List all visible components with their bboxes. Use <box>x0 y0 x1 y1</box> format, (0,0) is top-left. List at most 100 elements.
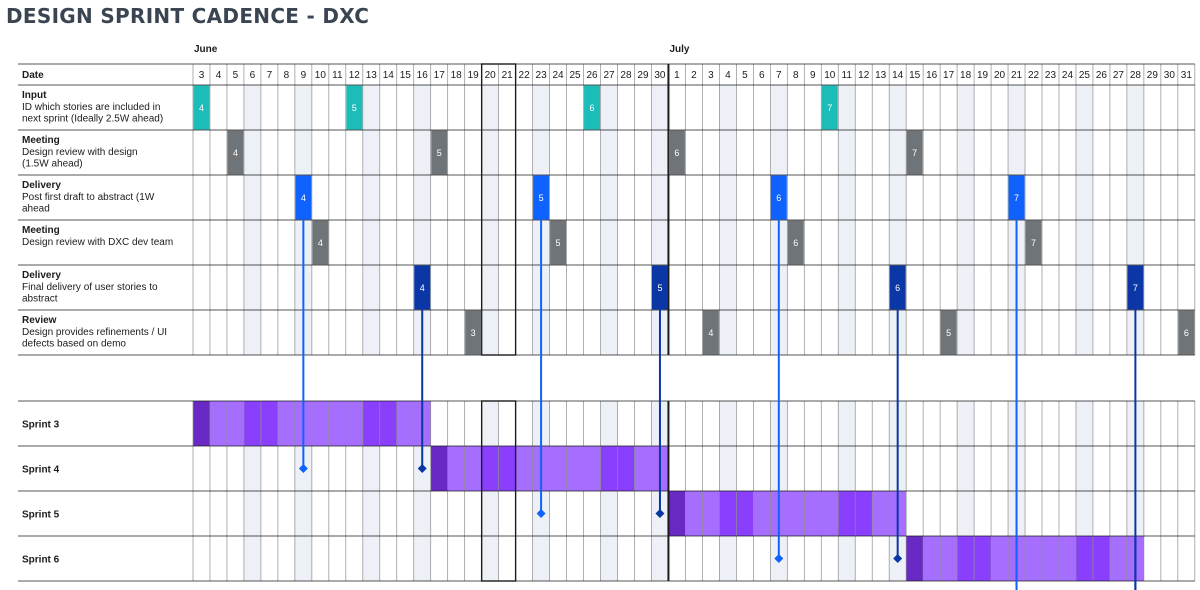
day-label: 28 <box>1130 70 1142 81</box>
sprint-cell <box>328 401 346 446</box>
sprint-cell <box>243 401 261 446</box>
marker-box <box>651 265 668 310</box>
activity-row-title: Meeting <box>22 225 60 236</box>
connector-diamond <box>298 464 308 473</box>
day-label: 30 <box>654 70 666 81</box>
sprint-cell <box>702 491 720 536</box>
day-label: 27 <box>603 70 615 81</box>
day-label: 13 <box>875 70 887 81</box>
day-label: 25 <box>569 70 581 81</box>
day-label: 5 <box>742 70 748 81</box>
day-label: 5 <box>233 70 239 81</box>
activity-row-desc: Design review with DXC dev team <box>22 237 173 248</box>
marker-box <box>889 265 906 310</box>
sprint-cell <box>447 446 465 491</box>
sprint-cell <box>362 401 380 446</box>
day-label: 29 <box>637 70 649 81</box>
sprint-label: Sprint 3 <box>22 420 60 431</box>
day-label: 8 <box>284 70 290 81</box>
sprint-labels: Sprint 3 Sprint 4 Sprint 5 Sprint 6 <box>22 420 60 566</box>
activity-marker: 4 <box>193 85 210 130</box>
sprint-cell <box>277 401 295 446</box>
day-label: 12 <box>858 70 870 81</box>
marker-label: 3 <box>471 328 476 338</box>
sprint-cell <box>872 491 890 536</box>
page-title: DESIGN SPRINT CADENCE - DXC <box>6 4 370 28</box>
activity-marker: 5 <box>346 85 363 130</box>
marker-label: 6 <box>793 238 798 248</box>
day-label: 17 <box>943 70 955 81</box>
marker-label: 7 <box>1014 193 1019 203</box>
marker-box <box>346 85 363 130</box>
marker-box <box>295 175 312 220</box>
day-label: 23 <box>536 70 548 81</box>
marker-box <box>584 85 601 130</box>
sprint-cell <box>193 401 210 446</box>
sprint-cell <box>260 401 278 446</box>
marker-label: 6 <box>1184 328 1189 338</box>
sprint-cell <box>1092 536 1110 581</box>
activity-row-desc: ID which stories are included in <box>22 102 160 113</box>
activity-marker: 5 <box>550 220 567 265</box>
activity-marker: 6 <box>1178 310 1195 355</box>
sprint-cell <box>311 401 329 446</box>
day-label: 11 <box>842 70 853 81</box>
day-label: 13 <box>366 70 378 81</box>
day-label: 6 <box>250 70 256 81</box>
day-label: 3 <box>199 70 205 81</box>
marker-label: 5 <box>437 148 442 158</box>
sprint-bars <box>193 401 1144 581</box>
day-label: 1 <box>674 70 680 81</box>
marker-box <box>1008 175 1025 220</box>
marker-label: 4 <box>233 148 238 158</box>
sprint-cell <box>719 491 737 536</box>
day-label: 2 <box>691 70 697 81</box>
marker-label: 4 <box>318 238 323 248</box>
sprint-cell <box>566 446 584 491</box>
sprint-label: Sprint 6 <box>22 555 60 566</box>
activity-row-desc: Post first draft to abstract (1W <box>22 192 155 203</box>
marker-label: 4 <box>420 283 425 293</box>
activity-marker: 4 <box>295 175 312 220</box>
connector-diamond <box>536 509 546 518</box>
sprint-label: Sprint 5 <box>22 510 60 521</box>
activity-marker: 4 <box>414 265 431 310</box>
day-label: 26 <box>1096 70 1108 81</box>
marker-label: 7 <box>1133 283 1138 293</box>
day-label: 3 <box>708 70 714 81</box>
marker-box <box>770 175 787 220</box>
day-label: 27 <box>1113 70 1125 81</box>
connector-diamond <box>655 509 665 518</box>
sprint-cell <box>923 536 941 581</box>
sprint-cell <box>940 536 958 581</box>
activity-marker: 4 <box>227 130 244 175</box>
sprint-cell <box>974 536 992 581</box>
day-label: 12 <box>349 70 361 81</box>
marker-box <box>1178 310 1195 355</box>
activity-marker: 6 <box>787 220 804 265</box>
marker-label: 6 <box>590 103 595 113</box>
day-label: 28 <box>620 70 632 81</box>
sprint-cell <box>549 446 567 491</box>
marker-box <box>1127 265 1144 310</box>
activity-row-desc: (1.5W ahead) <box>22 159 83 170</box>
sprint-cell <box>1042 536 1059 581</box>
marker-box <box>227 130 244 175</box>
sprint-cell <box>583 446 601 491</box>
day-label: 24 <box>553 70 565 81</box>
activity-marker: 5 <box>940 310 957 355</box>
day-label: 16 <box>926 70 938 81</box>
activity-marker: 3 <box>465 310 482 355</box>
sprint-cell <box>685 491 703 536</box>
day-label: 17 <box>434 70 446 81</box>
sprint-cell <box>957 536 975 581</box>
day-label: 30 <box>1164 70 1176 81</box>
marker-box <box>702 310 719 355</box>
day-label: 7 <box>776 70 782 81</box>
day-label: 22 <box>519 70 531 81</box>
day-label: 29 <box>1147 70 1159 81</box>
activity-row-desc: Design provides refinements / UI <box>22 327 167 338</box>
sprint-cell <box>906 536 924 581</box>
